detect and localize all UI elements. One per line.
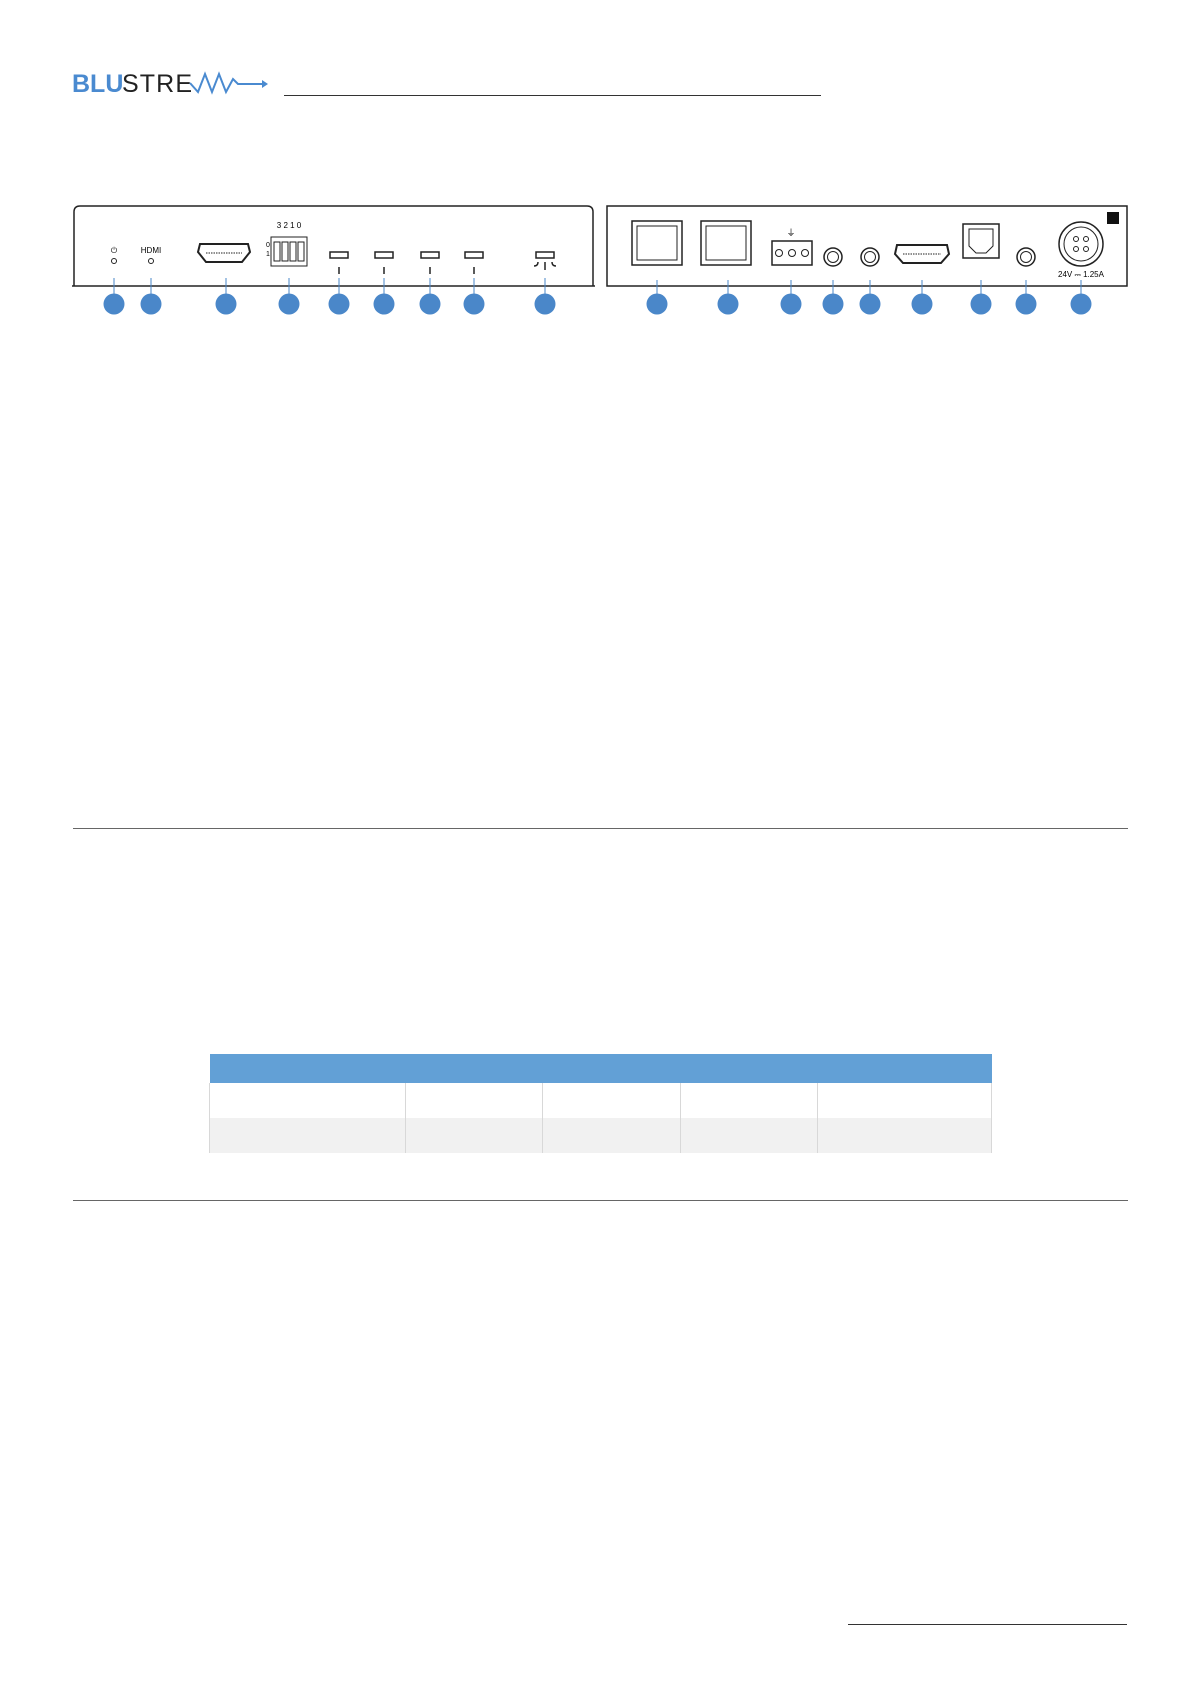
logo-text-blu: BLU bbox=[72, 70, 123, 98]
table-row bbox=[209, 1118, 992, 1153]
dip-switch bbox=[270, 236, 308, 267]
rj45-port-1 bbox=[631, 220, 683, 266]
audio-jack-2 bbox=[860, 247, 880, 267]
dip-off-label: 0 bbox=[266, 242, 270, 249]
callout-marker bbox=[1070, 293, 1092, 315]
ground-icon: ⏚ bbox=[786, 228, 795, 238]
power-icon: ⏻ bbox=[111, 246, 118, 255]
callout-marker bbox=[373, 293, 395, 315]
power-rating-label: 24V ⎓ 1.25A bbox=[1058, 270, 1105, 279]
callout-marker bbox=[328, 293, 350, 315]
dip-on-label: 1 bbox=[266, 251, 270, 258]
terminal-block bbox=[771, 240, 813, 266]
hdmi-output-port bbox=[893, 244, 951, 264]
callout-marker bbox=[1015, 293, 1037, 315]
power-led bbox=[111, 258, 117, 264]
logo-arrow-icon bbox=[262, 80, 268, 88]
hdmi-led bbox=[148, 258, 154, 264]
callout-marker bbox=[780, 293, 802, 315]
power-connector bbox=[1058, 221, 1104, 267]
callout-marker bbox=[534, 293, 556, 315]
status-indicator bbox=[1107, 212, 1119, 224]
callout-marker bbox=[859, 293, 881, 315]
table-row bbox=[209, 1083, 992, 1118]
audio-jack-1 bbox=[823, 247, 843, 267]
callout-marker bbox=[103, 293, 125, 315]
callout-marker bbox=[717, 293, 739, 315]
callout-marker bbox=[463, 293, 485, 315]
hdmi-led-label: HDMI bbox=[141, 246, 161, 255]
callouts bbox=[103, 278, 1092, 315]
optical-port bbox=[962, 223, 1000, 259]
callout-marker bbox=[822, 293, 844, 315]
footer-rule bbox=[848, 1624, 1127, 1625]
section-divider bbox=[73, 828, 1128, 829]
rear-panel: ⏚ 24V ⎓ 1.25A bbox=[606, 205, 1128, 287]
callout-marker bbox=[646, 293, 668, 315]
logo-text-stream: STRE bbox=[122, 70, 192, 98]
callout-marker bbox=[278, 293, 300, 315]
callout-marker bbox=[970, 293, 992, 315]
mode-switch bbox=[535, 251, 555, 259]
ir-button-2 bbox=[374, 251, 394, 259]
callout-marker bbox=[419, 293, 441, 315]
panel-diagrams: ⏻ HDMI 3 2 1 0 0 1 ⏚ bbox=[72, 205, 1128, 315]
ir-button-1 bbox=[329, 251, 349, 259]
callout-marker bbox=[911, 293, 933, 315]
spec-table bbox=[209, 1054, 992, 1153]
ir-button-4 bbox=[464, 251, 484, 259]
dip-switch-numbers: 3 2 1 0 bbox=[277, 221, 302, 230]
hdmi-port bbox=[196, 243, 252, 263]
front-panel: ⏻ HDMI 3 2 1 0 0 1 bbox=[72, 205, 595, 287]
rj45-port-2 bbox=[700, 220, 752, 266]
blustream-logo: BLU STRE bbox=[72, 70, 272, 98]
callout-marker bbox=[215, 293, 237, 315]
callout-marker bbox=[140, 293, 162, 315]
table-header-row bbox=[209, 1054, 992, 1083]
section-divider bbox=[73, 1200, 1128, 1201]
ir-button-3 bbox=[420, 251, 440, 259]
header-rule bbox=[284, 95, 821, 96]
logo-wave bbox=[189, 71, 262, 95]
audio-jack-3 bbox=[1016, 247, 1036, 267]
